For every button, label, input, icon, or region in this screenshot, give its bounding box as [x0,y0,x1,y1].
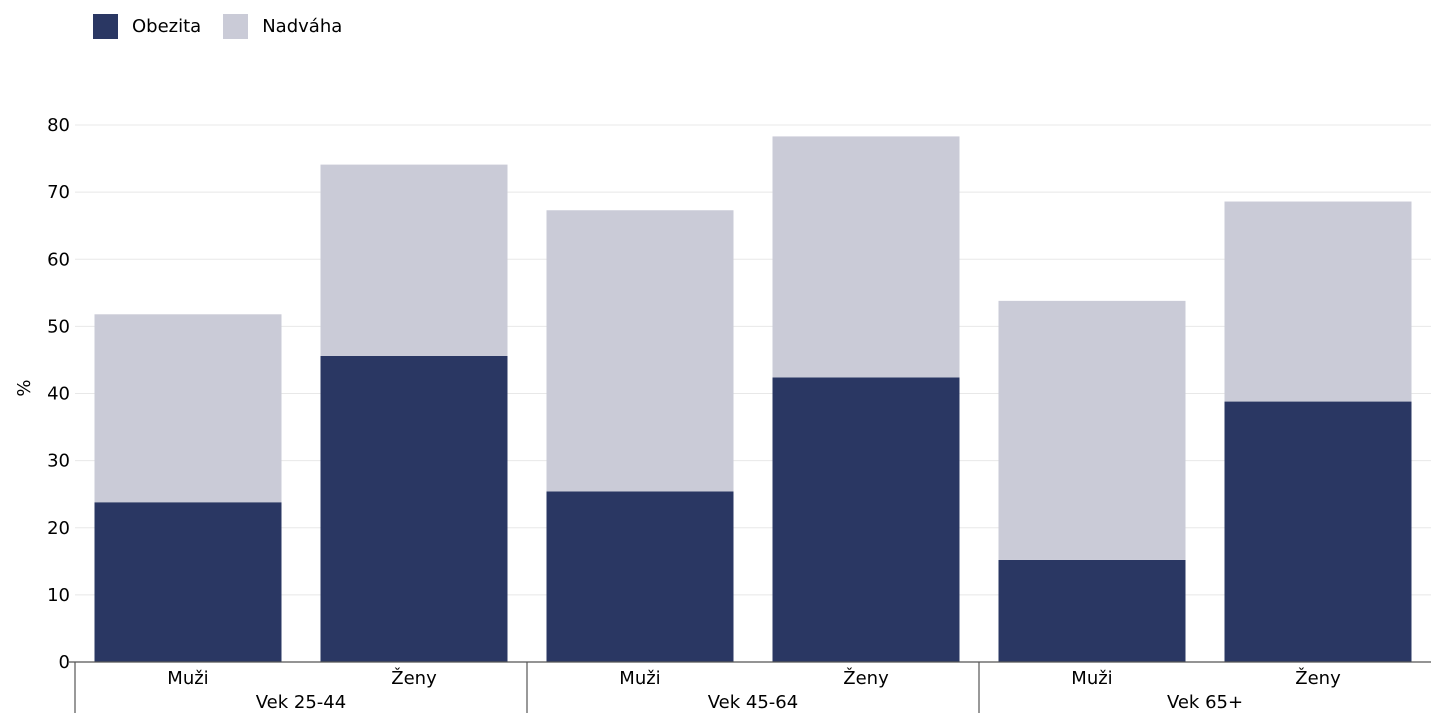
x-tick-label: Ženy [391,667,437,689]
group-label: Vek 25-44 [256,692,346,713]
legend-item-nadvaha[interactable]: Nadváha [223,13,343,39]
y-axis-label: % [14,379,35,396]
bar-obezita-0 [94,502,282,662]
bar-nadv-ha-2 [546,210,734,492]
legend: Obezita Nadváha [93,12,364,40]
legend-label-obezita: Obezita [132,15,202,37]
legend-swatch-obezita [93,13,118,39]
x-tick-label: Muži [1071,668,1112,689]
group-label: Vek 65+ [1167,692,1243,713]
y-tick-label: 0 [59,652,70,673]
y-tick-label: 30 [47,451,70,472]
legend-label-nadvaha: Nadváha [262,15,343,37]
bar-obezita-1 [320,355,508,662]
x-tick-label: Ženy [843,667,889,689]
legend-swatch-nadvaha [223,13,249,39]
y-tick-label: 60 [47,249,70,270]
x-tick-label: Muži [167,668,208,689]
y-tick-label: 10 [47,585,70,606]
x-tick-label: Ženy [1295,667,1341,689]
x-tick-label: Muži [619,668,660,689]
bar-obezita-4 [998,559,1186,662]
bar-nadv-ha-1 [320,164,508,356]
y-tick-label: 70 [47,182,70,203]
bar-obezita-5 [1224,401,1412,662]
y-tick-label: 20 [47,518,70,539]
y-tick-label: 50 [47,316,70,337]
bar-obezita-3 [772,377,960,662]
bar-obezita-2 [546,491,734,662]
legend-item-obezita[interactable]: Obezita [93,13,202,39]
y-tick-label: 80 [47,115,70,136]
bar-nadv-ha-3 [772,136,960,378]
bar-nadv-ha-4 [998,300,1186,560]
group-label: Vek 45-64 [708,692,798,713]
bar-nadv-ha-5 [1224,201,1412,402]
y-tick-label: 40 [47,384,70,405]
bar-nadv-ha-0 [94,314,282,503]
